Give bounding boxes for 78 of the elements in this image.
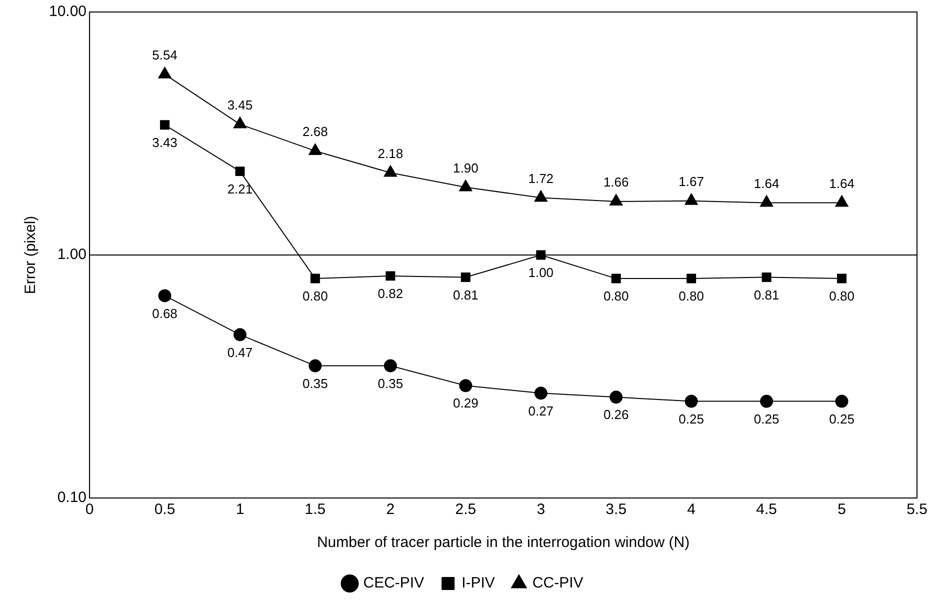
point (610, 390, 623, 404)
legend-label: I-PIV (462, 574, 495, 592)
point (460, 272, 470, 282)
data-label: 1.00 (528, 265, 554, 280)
x-tick-label: 5 (838, 501, 846, 518)
point (308, 359, 322, 372)
point (384, 165, 397, 177)
point (534, 190, 548, 202)
point (534, 386, 548, 400)
data-label: 1.66 (603, 174, 629, 190)
x-tick-label: 0.5 (154, 501, 176, 518)
data-label: 0.80 (603, 288, 629, 304)
x-tick-label: 4 (687, 501, 696, 518)
data-label: 1.67 (678, 174, 704, 189)
data-label: 0.80 (302, 288, 328, 304)
data-label: 0.25 (754, 411, 780, 426)
data-label: 1.64 (754, 176, 780, 191)
data-label: 0.27 (528, 403, 554, 418)
x-tick-label: 1.5 (304, 501, 326, 518)
data-label: 2.18 (378, 146, 404, 161)
data-label: 0.25 (829, 411, 854, 426)
x-tick-label: 2 (386, 501, 395, 518)
data-label: 0.47 (227, 344, 253, 360)
point (158, 66, 172, 78)
point (384, 359, 397, 372)
point (158, 289, 172, 302)
point (760, 394, 774, 408)
point (760, 195, 774, 207)
point (233, 116, 247, 128)
x-tick-label: 2.5 (455, 501, 476, 518)
data-label: 1.90 (453, 160, 478, 176)
point (762, 272, 772, 282)
point (835, 195, 848, 207)
data-label: 0.35 (302, 376, 328, 391)
point (233, 328, 246, 342)
point (310, 274, 320, 284)
data-label: 1.64 (829, 176, 854, 191)
data-label: 0.26 (603, 407, 629, 422)
x-tick-label: 1 (236, 501, 244, 518)
point (611, 274, 621, 284)
point (536, 250, 546, 260)
data-label: 2.68 (302, 124, 328, 140)
y-axis-title: Error (pixel) (22, 216, 40, 294)
x-tick-label: 5.5 (906, 501, 928, 518)
data-label: 3.45 (227, 97, 253, 112)
x-tick-label: 3.5 (606, 501, 627, 518)
data-label: 0.80 (678, 288, 704, 304)
data-label: 0.82 (378, 286, 404, 302)
point (308, 143, 322, 155)
point (684, 193, 698, 205)
point (459, 379, 472, 392)
x-tick-label: 3 (536, 501, 546, 518)
point (386, 271, 396, 281)
data-label: 0.35 (378, 376, 404, 391)
point (835, 394, 848, 408)
point (459, 180, 472, 192)
x-tick-label: 0 (85, 501, 94, 518)
data-label: 1.72 (528, 170, 554, 186)
x-tick-label: 4.5 (756, 501, 777, 518)
data-label: 0.81 (453, 287, 478, 302)
data-label: 3.43 (152, 135, 178, 150)
data-label: 0.80 (829, 288, 854, 304)
y-tick-label: 10.00 (48, 3, 87, 20)
point (837, 274, 847, 284)
y-tick-label: 0.10 (57, 489, 87, 506)
x-axis-title: Number of tracer particle in the interrogation window (N) (316, 534, 690, 552)
data-label: 0.25 (678, 411, 704, 426)
data-label: 0.68 (152, 306, 178, 321)
data-label: 0.29 (453, 396, 478, 411)
point (686, 274, 696, 284)
data-label: 2.21 (227, 181, 253, 196)
data-label: 0.81 (754, 287, 780, 302)
data-label: 5.54 (152, 47, 178, 62)
legend-label: CEC-PIV (363, 574, 424, 592)
y-tick-label: 1.00 (57, 246, 87, 264)
legend-label: CC-PIV (532, 574, 584, 592)
point (610, 194, 623, 206)
point (684, 394, 698, 408)
